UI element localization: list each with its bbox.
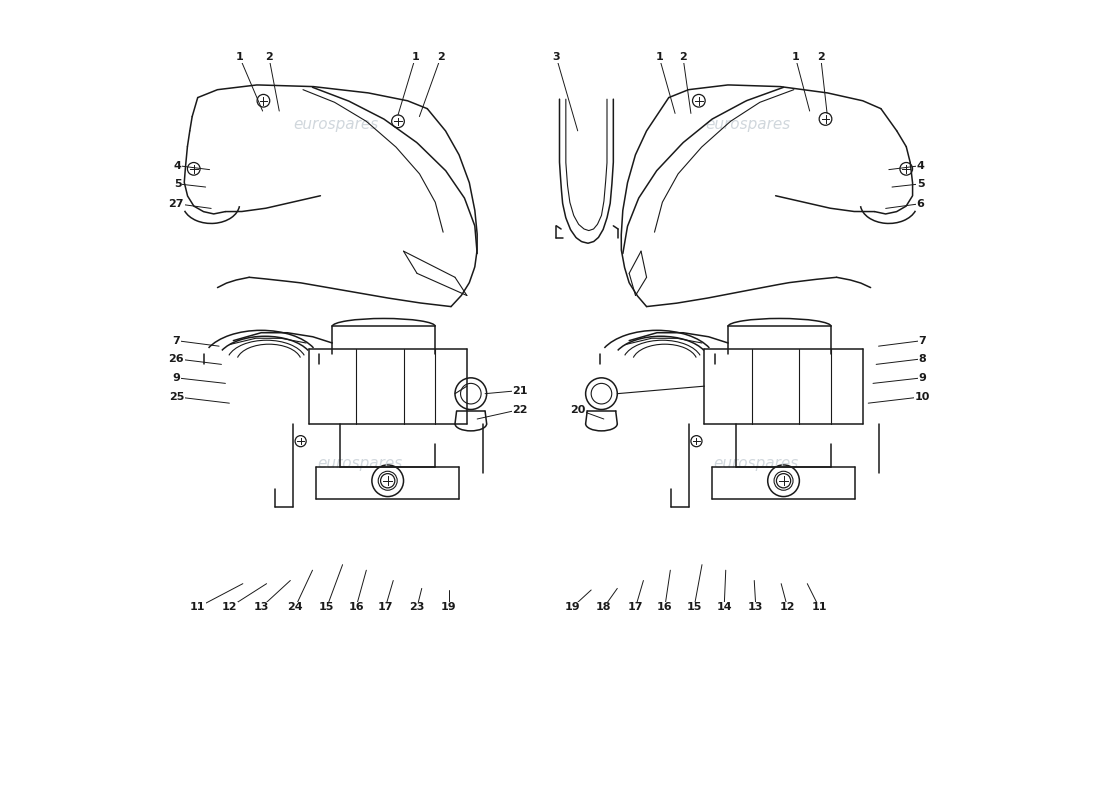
- Text: 4: 4: [174, 161, 182, 170]
- Text: 21: 21: [513, 386, 528, 395]
- Text: 16: 16: [657, 602, 672, 613]
- Text: eurospares: eurospares: [294, 117, 378, 132]
- Text: 11: 11: [812, 602, 827, 613]
- Text: 18: 18: [596, 602, 612, 613]
- Text: 11: 11: [190, 602, 206, 613]
- Text: 1: 1: [411, 52, 419, 62]
- Text: 17: 17: [377, 602, 393, 613]
- Text: 3: 3: [552, 52, 560, 62]
- Text: 1: 1: [235, 52, 243, 62]
- Text: 9: 9: [173, 373, 180, 383]
- Text: 16: 16: [349, 602, 364, 613]
- Text: 17: 17: [628, 602, 643, 613]
- Text: 7: 7: [918, 336, 926, 346]
- Text: 13: 13: [253, 602, 268, 613]
- Text: 5: 5: [174, 179, 182, 189]
- Text: 12: 12: [780, 602, 795, 613]
- Text: 10: 10: [914, 392, 929, 402]
- Text: 2: 2: [679, 52, 686, 62]
- Text: 22: 22: [513, 405, 528, 414]
- Text: 14: 14: [716, 602, 732, 613]
- Text: 19: 19: [441, 602, 456, 613]
- Text: 1: 1: [656, 52, 663, 62]
- Text: 13: 13: [748, 602, 763, 613]
- Text: 12: 12: [221, 602, 238, 613]
- Text: eurospares: eurospares: [713, 456, 799, 471]
- Text: 15: 15: [686, 602, 702, 613]
- Text: 20: 20: [570, 405, 585, 414]
- Text: 7: 7: [173, 336, 180, 346]
- Text: eurospares: eurospares: [318, 456, 403, 471]
- Text: 19: 19: [564, 602, 580, 613]
- Text: 23: 23: [409, 602, 425, 613]
- Text: 2: 2: [437, 52, 444, 62]
- Text: 1: 1: [792, 52, 800, 62]
- Text: 2: 2: [817, 52, 825, 62]
- Text: 2: 2: [265, 52, 273, 62]
- Text: eurospares: eurospares: [705, 117, 791, 132]
- Text: 26: 26: [168, 354, 184, 364]
- Text: 15: 15: [319, 602, 334, 613]
- Text: 24: 24: [287, 602, 303, 613]
- Text: 27: 27: [168, 198, 184, 209]
- Text: 9: 9: [918, 373, 926, 383]
- Text: 6: 6: [916, 198, 924, 209]
- Text: 25: 25: [168, 392, 184, 402]
- Text: 8: 8: [918, 354, 926, 364]
- Text: 5: 5: [916, 179, 924, 189]
- Text: 4: 4: [916, 161, 924, 170]
